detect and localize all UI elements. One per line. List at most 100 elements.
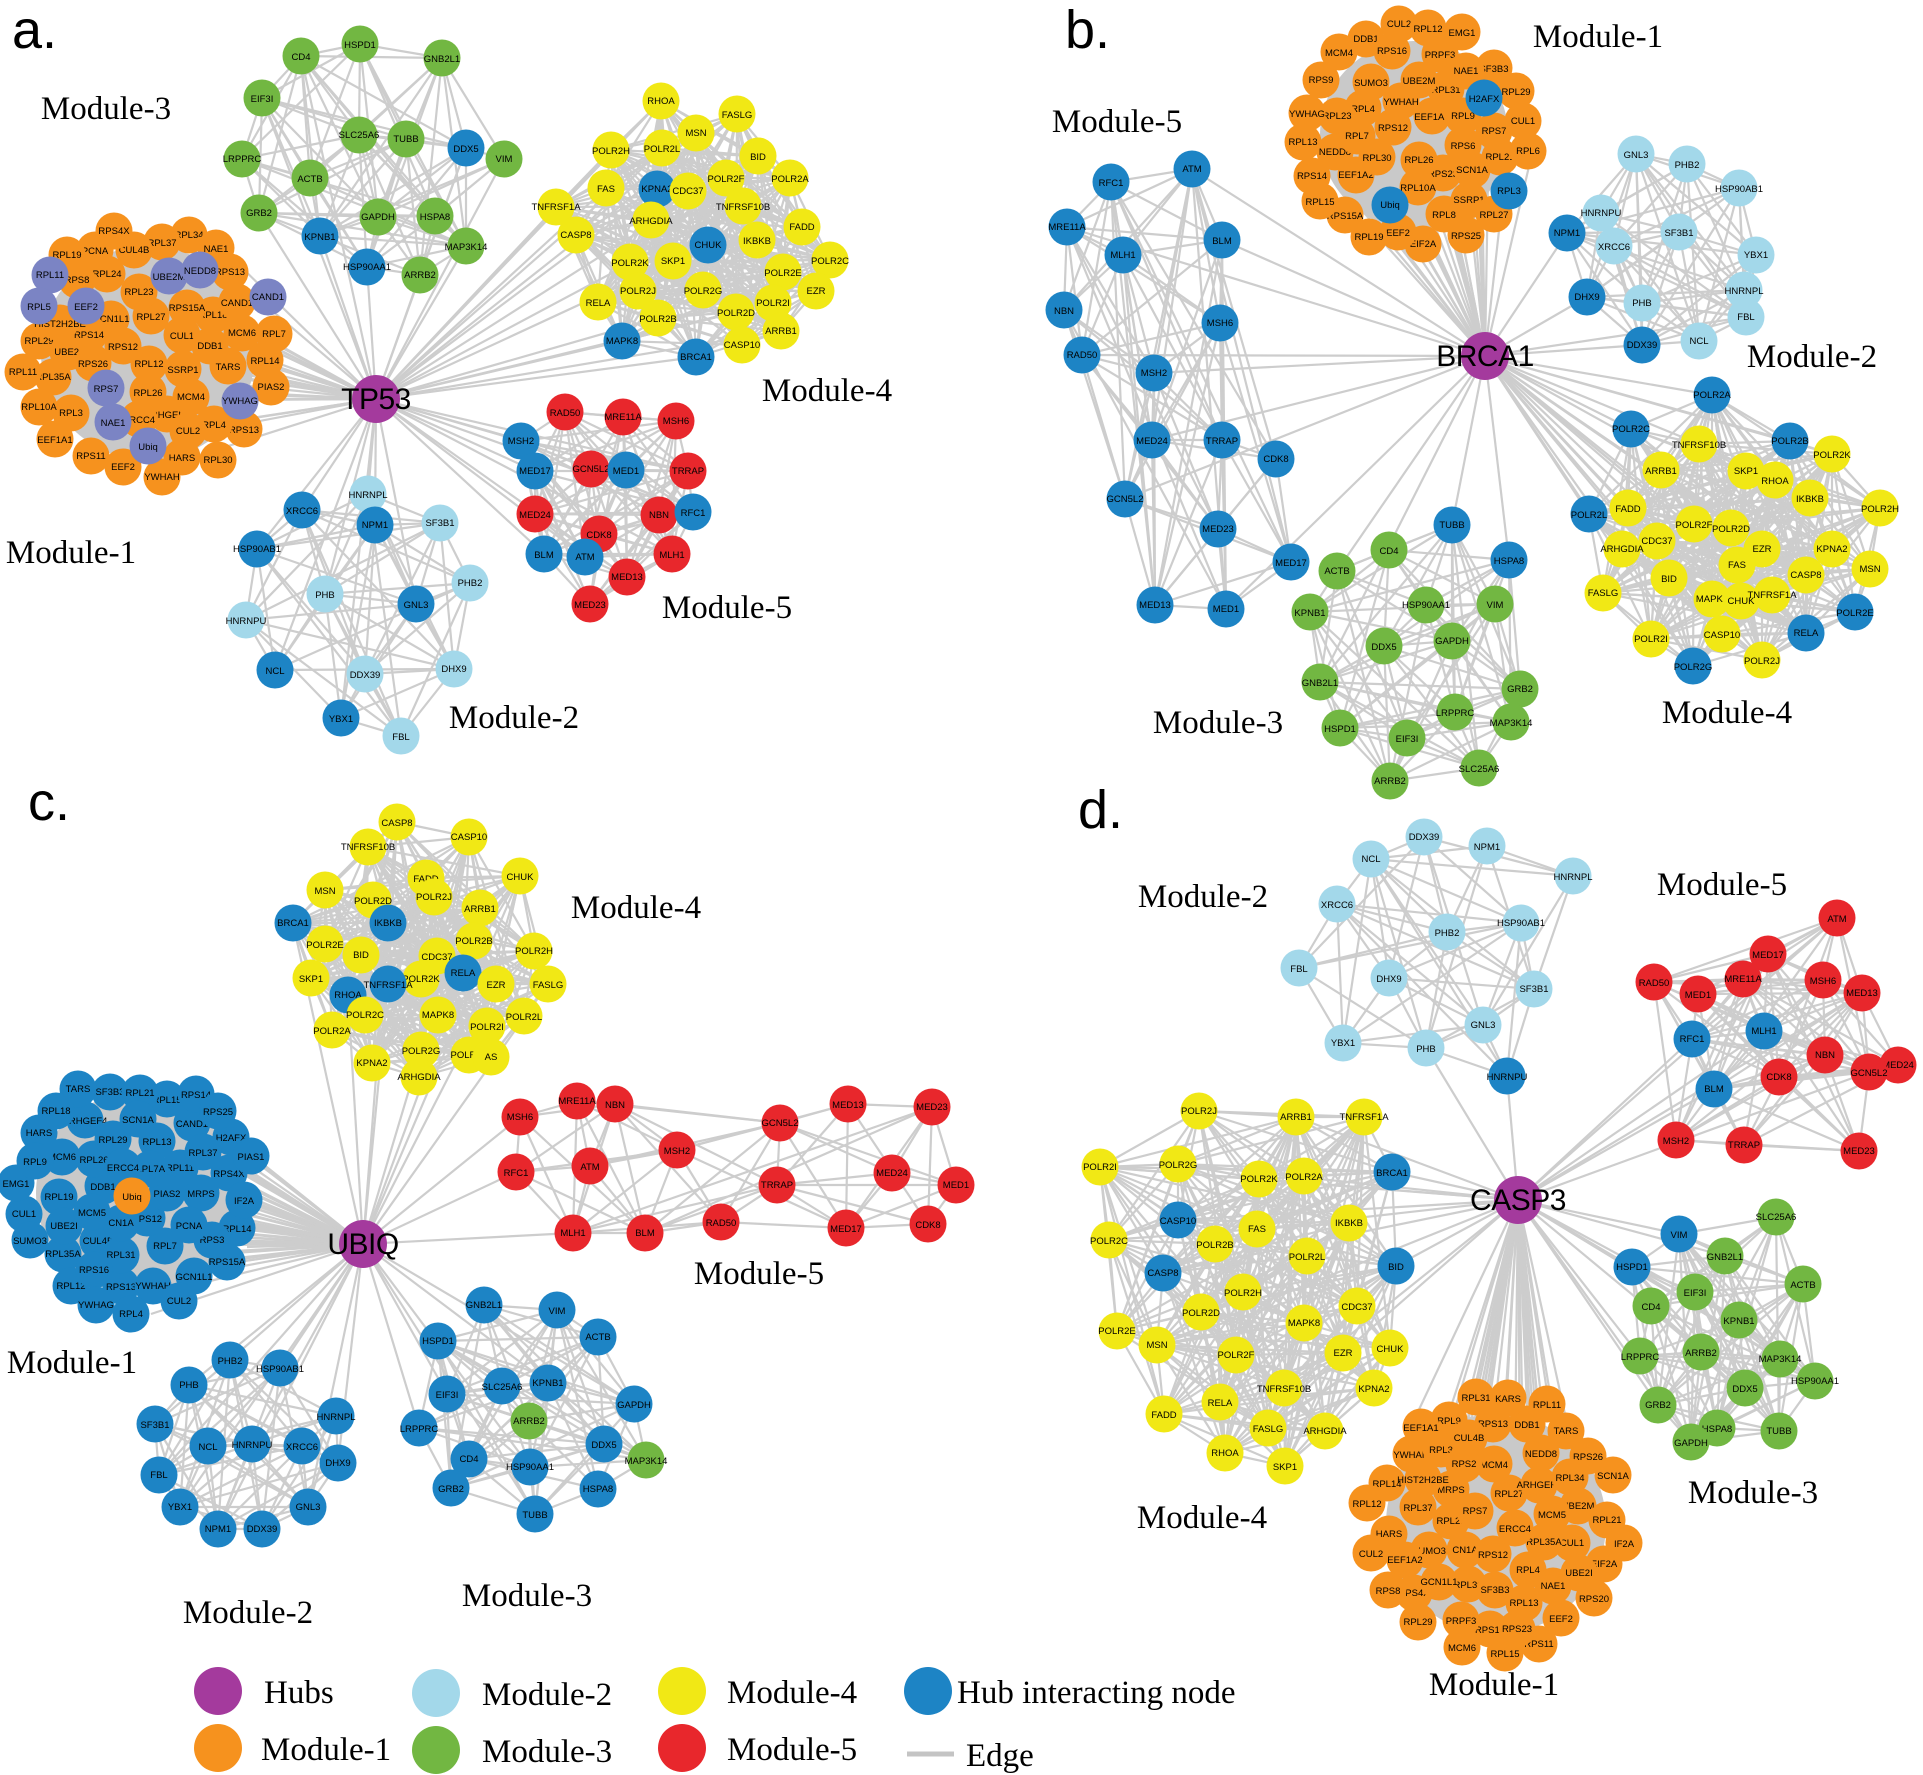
svg-text:PHB2: PHB2: [1435, 928, 1460, 939]
svg-text:RFC1: RFC1: [681, 508, 706, 519]
svg-text:MED1: MED1: [613, 466, 639, 477]
svg-text:TNFRSF10B: TNFRSF10B: [1257, 1384, 1311, 1395]
svg-text:MED24: MED24: [519, 510, 551, 521]
svg-text:MSH2: MSH2: [1141, 368, 1167, 379]
svg-text:LRPPRC: LRPPRC: [400, 1424, 439, 1435]
svg-text:HSP90AB1: HSP90AB1: [1715, 184, 1763, 195]
svg-text:UBE2I: UBE2I: [54, 347, 81, 358]
svg-text:CUL2: CUL2: [1387, 19, 1411, 30]
svg-text:IKBKB: IKBKB: [374, 918, 402, 929]
svg-text:DDX39: DDX39: [1627, 340, 1658, 351]
svg-text:POLR2C: POLR2C: [346, 1010, 384, 1021]
svg-text:DDX5: DDX5: [453, 144, 478, 155]
svg-text:Module-5: Module-5: [662, 590, 792, 626]
svg-text:ARHGEF4: ARHGEF4: [1517, 1480, 1562, 1491]
svg-text:CDC37: CDC37: [1341, 1302, 1372, 1313]
svg-text:CHUK: CHUK: [1377, 1344, 1405, 1355]
svg-text:EZR: EZR: [1753, 544, 1772, 555]
svg-text:HNRNPL: HNRNPL: [316, 1412, 355, 1423]
svg-text:RPL35A: RPL35A: [45, 1249, 81, 1260]
svg-text:RPS8: RPS8: [1376, 1586, 1401, 1597]
svg-text:RPL14: RPL14: [222, 1224, 251, 1235]
svg-text:MRE11A: MRE11A: [1048, 222, 1086, 233]
svg-text:EEF1A1: EEF1A1: [1414, 112, 1449, 123]
svg-text:HSPD1: HSPD1: [1324, 724, 1356, 735]
svg-text:Module-4: Module-4: [1662, 695, 1792, 731]
svg-text:NAE1: NAE1: [204, 244, 229, 255]
svg-text:EMG1: EMG1: [1449, 28, 1476, 39]
svg-text:RPS13: RPS13: [106, 1282, 136, 1293]
svg-text:FADD: FADD: [1151, 1410, 1176, 1421]
svg-text:Module-3: Module-3: [41, 91, 171, 127]
svg-text:Module-1: Module-1: [1533, 19, 1663, 55]
svg-text:UBE2I: UBE2I: [50, 1221, 77, 1232]
svg-text:BLM: BLM: [635, 1228, 655, 1239]
svg-text:MED13: MED13: [1846, 988, 1878, 999]
svg-text:POLR2J: POLR2J: [1744, 656, 1780, 667]
svg-text:RPL19: RPL19: [44, 1192, 73, 1203]
svg-text:ERCC4: ERCC4: [123, 415, 155, 426]
svg-text:MSH2: MSH2: [664, 1146, 690, 1157]
svg-text:GNB2L1: GNB2L1: [466, 1300, 502, 1311]
svg-text:CASP10: CASP10: [1704, 630, 1740, 641]
svg-text:MED13: MED13: [1139, 600, 1171, 611]
svg-text:MED17: MED17: [1275, 558, 1307, 569]
svg-text:MSN: MSN: [1146, 1340, 1167, 1351]
svg-text:Module-3: Module-3: [1688, 1475, 1818, 1511]
svg-text:PIAS2: PIAS2: [154, 1189, 181, 1200]
svg-text:HSPD1: HSPD1: [344, 40, 376, 51]
svg-text:RPL19: RPL19: [1354, 232, 1383, 243]
svg-text:CN1A: CN1A: [108, 1218, 134, 1229]
svg-text:RPL21: RPL21: [125, 1088, 154, 1099]
svg-text:POLR2J: POLR2J: [416, 892, 452, 903]
svg-text:DDB1: DDB1: [1514, 1420, 1539, 1431]
svg-text:RPL29: RPL29: [98, 1135, 127, 1146]
svg-text:MED13: MED13: [611, 572, 643, 583]
svg-text:RPL26: RPL26: [1404, 155, 1433, 166]
svg-text:RPS25: RPS25: [1451, 231, 1481, 242]
svg-text:HSPA8: HSPA8: [1494, 556, 1524, 567]
svg-text:RFC1: RFC1: [504, 1168, 529, 1179]
svg-text:POLR2K: POLR2K: [1240, 1174, 1278, 1185]
svg-text:FADD: FADD: [413, 874, 438, 885]
svg-text:TUBB: TUBB: [522, 1510, 547, 1521]
svg-text:NPM1: NPM1: [1474, 842, 1500, 853]
svg-text:H2AFX: H2AFX: [216, 1133, 247, 1144]
svg-text:IF2A: IF2A: [234, 1196, 255, 1207]
svg-text:MCM6: MCM6: [1448, 1643, 1476, 1654]
svg-text:FAS: FAS: [597, 184, 615, 195]
svg-text:YWHAG: YWHAG: [222, 396, 258, 407]
svg-text:POLR2H: POLR2H: [1861, 504, 1899, 515]
svg-text:CASP3: CASP3: [1470, 1184, 1566, 1217]
svg-text:BID: BID: [1388, 1262, 1404, 1273]
svg-text:POLR2I: POLR2I: [1634, 634, 1668, 645]
svg-text:RPS15A: RPS15A: [169, 303, 206, 314]
svg-text:NAE1: NAE1: [101, 418, 126, 429]
svg-text:Module-1: Module-1: [261, 1732, 391, 1768]
svg-text:SSRP1: SSRP1: [1453, 195, 1484, 206]
svg-text:MSH2: MSH2: [1663, 1136, 1689, 1147]
svg-text:TUBB: TUBB: [1766, 1426, 1791, 1437]
svg-text:SSRP1: SSRP1: [167, 365, 198, 376]
svg-text:POLR2J: POLR2J: [1181, 1106, 1217, 1117]
svg-text:SCN1A: SCN1A: [1597, 1471, 1629, 1482]
svg-text:RAD50: RAD50: [1639, 978, 1670, 989]
svg-text:H2AFX: H2AFX: [1469, 94, 1500, 105]
svg-text:HNRNPU: HNRNPU: [232, 1440, 273, 1451]
svg-text:KPNB1: KPNB1: [1294, 608, 1325, 619]
svg-text:TNFRSF10B: TNFRSF10B: [341, 842, 395, 853]
svg-text:SF3B3: SF3B3: [1479, 64, 1508, 75]
svg-text:BLM: BLM: [1212, 236, 1232, 247]
svg-text:CAND1: CAND1: [176, 1119, 208, 1130]
svg-text:MED23: MED23: [574, 600, 606, 611]
svg-text:HNRNPL: HNRNPL: [348, 490, 387, 501]
svg-text:RPL4: RPL4: [202, 420, 226, 431]
svg-text:POLR2G: POLR2G: [684, 286, 723, 297]
svg-text:RPS13: RPS13: [1478, 1419, 1508, 1430]
svg-text:KPNA2: KPNA2: [641, 184, 672, 195]
svg-text:FBL: FBL: [150, 1470, 167, 1481]
svg-text:RPL15: RPL15: [152, 1095, 181, 1106]
svg-text:POLR2A: POLR2A: [771, 174, 809, 185]
svg-text:POLR2D: POLR2D: [1712, 524, 1750, 535]
svg-text:RPL34: RPL34: [1555, 1473, 1584, 1484]
